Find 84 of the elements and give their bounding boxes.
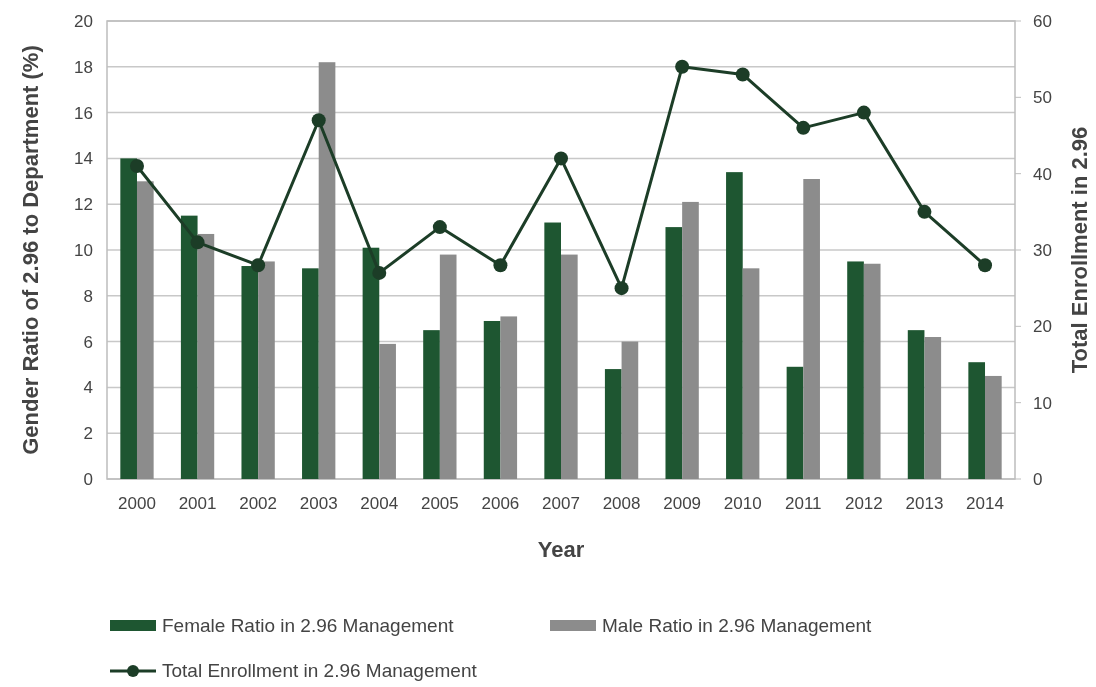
- point: [614, 281, 629, 296]
- bar: [786, 366, 804, 479]
- bar: [318, 62, 336, 479]
- point: [493, 258, 508, 273]
- y-tick-label: 12: [74, 195, 93, 215]
- legend-label: Female Ratio in 2.96 Management: [162, 615, 455, 636]
- y2-tick-label: 30: [1033, 240, 1052, 260]
- bar: [500, 316, 518, 479]
- bar: [241, 266, 259, 479]
- bar: [924, 337, 942, 479]
- bar: [561, 254, 578, 479]
- y-tick-label: 4: [83, 378, 93, 398]
- y-tick-label: 14: [74, 149, 93, 169]
- bar: [985, 375, 1002, 479]
- bar: [197, 233, 215, 479]
- bar: [379, 343, 396, 479]
- x-tick-label: 2010: [723, 494, 762, 513]
- bar: [483, 320, 501, 479]
- bar: [180, 215, 198, 479]
- point: [675, 59, 690, 74]
- y-tick-label: 2: [83, 424, 93, 444]
- y2-tick-label: 10: [1033, 393, 1052, 413]
- x-tick-label: 2002: [239, 494, 278, 513]
- bar: [863, 263, 881, 479]
- bar: [423, 330, 440, 479]
- y2-tick-label: 60: [1033, 11, 1052, 31]
- bar: [136, 181, 154, 479]
- y-tick-label: 18: [74, 57, 93, 77]
- x-tick-label: 2000: [118, 494, 156, 513]
- y-axis-title: Gender Ratio of 2.96 to Department (%): [18, 45, 43, 455]
- point: [129, 159, 144, 174]
- bar: [726, 172, 743, 479]
- x-tick-label: 2012: [844, 494, 883, 513]
- y2-tick-label: 50: [1033, 88, 1052, 108]
- bar: [847, 261, 864, 479]
- x-tick-label: 2011: [785, 494, 822, 513]
- bar: [682, 201, 699, 479]
- bar: [665, 227, 683, 479]
- x-tick-label: 2008: [602, 494, 641, 513]
- x-tick-label: 2004: [360, 494, 399, 513]
- x-tick-label: 2006: [481, 494, 520, 513]
- y-tick-label: 8: [83, 286, 93, 306]
- y-tick-label: 20: [74, 11, 93, 31]
- bar: [907, 330, 925, 479]
- x-tick-label: 2003: [299, 494, 338, 513]
- point: [917, 204, 932, 219]
- point: [554, 151, 568, 166]
- point: [735, 67, 750, 82]
- y-tick-label: 0: [83, 469, 93, 489]
- x-tick-label: 2009: [663, 494, 702, 513]
- point: [796, 120, 811, 135]
- bar: [742, 268, 760, 479]
- x-tick-label: 2005: [420, 494, 459, 513]
- point: [978, 258, 993, 273]
- bar: [302, 268, 319, 479]
- x-tick-label: 2007: [542, 494, 580, 513]
- point: [251, 258, 266, 273]
- bar: [362, 247, 380, 479]
- y2-tick-label: 40: [1033, 164, 1052, 184]
- point: [432, 220, 447, 235]
- x-axis-title: Year: [537, 537, 585, 562]
- y-tick-label: 10: [74, 240, 93, 260]
- x-tick-label: 2014: [966, 494, 1004, 513]
- y2-tick-label: 20: [1033, 317, 1052, 337]
- y-tick-label: 6: [83, 332, 93, 352]
- bar: [803, 179, 820, 479]
- legend-label: Total Enrollment in 2.96 Management: [162, 660, 478, 681]
- bar: [439, 254, 457, 479]
- point: [372, 265, 387, 280]
- bar: [544, 222, 561, 479]
- y2-axis-title: Total Enrollment in 2.96: [1067, 126, 1092, 374]
- x-tick-label: 2013: [905, 494, 944, 513]
- point: [856, 105, 871, 120]
- point: [311, 113, 326, 128]
- x-tick-label: 2001: [178, 494, 217, 513]
- bar: [604, 369, 622, 479]
- y-tick-label: 16: [74, 103, 93, 123]
- bar: [258, 261, 275, 479]
- bar: [621, 341, 639, 479]
- legend-label: Male Ratio in 2.96 Management: [602, 615, 873, 636]
- bar: [968, 362, 986, 479]
- y2-tick-label: 0: [1033, 469, 1043, 489]
- point: [190, 235, 205, 250]
- bar: [120, 158, 137, 479]
